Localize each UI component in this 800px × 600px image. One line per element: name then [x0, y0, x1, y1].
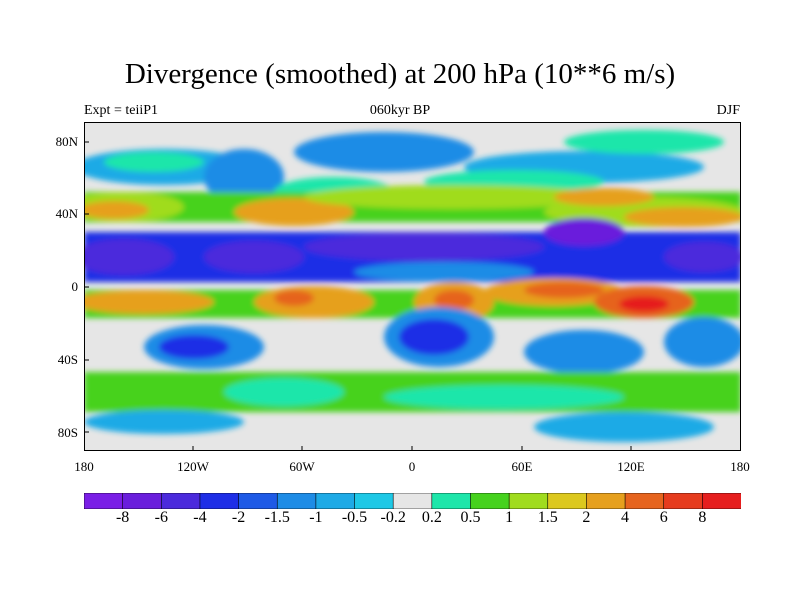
colorbar-swatch: [315, 493, 356, 509]
divergence-map: [84, 122, 741, 451]
colorbar-label: 1: [505, 509, 514, 526]
colorbar-label: 0.2: [421, 509, 442, 526]
colorbar-label: 6: [659, 509, 668, 526]
lon-label-0: 0: [408, 459, 416, 474]
colorbar-swatch: [586, 493, 626, 509]
colorbar-label: 1.5: [537, 509, 558, 526]
colorbar-swatch: [624, 493, 665, 509]
lon-label-120w: 120W: [177, 459, 209, 474]
colorbar-swatch: [354, 493, 394, 509]
lat-label-80s: 80S: [57, 425, 78, 440]
period-label: 060kyr BP: [369, 103, 431, 118]
colorbar-swatch: [276, 493, 317, 509]
colorbar-label: -6: [154, 509, 168, 526]
colorbar-label: 2: [582, 509, 591, 526]
colorbar-swatch: [199, 493, 240, 509]
colorbar-label: -8: [115, 509, 130, 526]
colorbar-swatch: [84, 493, 124, 509]
colorbar-swatch: [702, 493, 741, 509]
colorbar-swatch: [470, 493, 510, 509]
lat-label-0: 0: [71, 279, 79, 294]
colorbar-swatch: [508, 493, 549, 509]
axis-ticks: [84, 141, 632, 451]
colorbar-swatch: [122, 493, 163, 509]
season-label: DJF: [716, 103, 740, 118]
lon-label-180e: 180: [730, 459, 750, 474]
lat-label-40s: 40S: [57, 352, 78, 367]
colorbar-swatch: [238, 493, 279, 509]
contour-fill: [84, 122, 741, 451]
colorbar: [84, 493, 741, 509]
map-title: Divergence (smoothed) at 200 hPa (10**6 …: [124, 58, 676, 90]
experiment-label: Expt = teiiP1: [84, 103, 159, 118]
colorbar-label: -0.2: [380, 509, 406, 526]
lat-label-80n: 80N: [55, 134, 78, 149]
colorbar-label: -0.5: [341, 509, 368, 526]
colorbar-swatch: [547, 493, 588, 509]
colorbar-swatch: [663, 493, 704, 509]
lat-label-40n: 40N: [55, 206, 78, 221]
colorbar-label: -1: [309, 509, 323, 526]
colorbar-swatch: [431, 493, 472, 509]
lon-label-60e: 60E: [511, 459, 533, 474]
colorbar-label: -2: [231, 509, 246, 526]
colorbar-swatch: [160, 493, 201, 509]
lon-label-180w: 180: [74, 459, 94, 474]
colorbar-label: -1.5: [264, 509, 290, 526]
colorbar-label: 4: [621, 509, 630, 526]
colorbar-label: -4: [193, 509, 207, 526]
lon-label-60w: 60W: [289, 459, 315, 474]
colorbar-swatch: [392, 493, 433, 509]
colorbar-label: 8: [698, 509, 707, 526]
lon-label-120e: 120E: [617, 459, 645, 474]
colorbar-label: 0.5: [460, 509, 481, 526]
